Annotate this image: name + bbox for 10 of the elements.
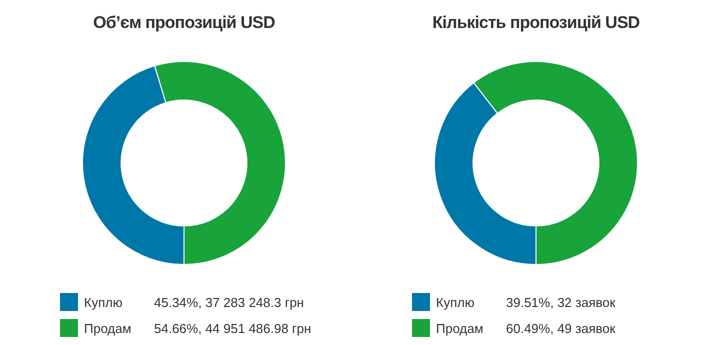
data-label: 45.34%, 37 283 248.3 грн <box>154 294 304 310</box>
legend-label: Продам <box>84 320 132 336</box>
chart-title: Об’єм пропозицій USD <box>92 12 276 34</box>
chart-title: Кількість пропозицій USD <box>431 12 641 34</box>
data-label: 54.66%, 44 951 486.98 грн <box>154 320 312 336</box>
data-label: 60.49%, 49 заявок <box>506 320 616 336</box>
legend-label: Куплю <box>84 294 124 310</box>
data-label: 39.51%, 32 заявок <box>506 294 616 310</box>
legend-label: Куплю <box>436 294 476 310</box>
legend-label: Продам <box>436 320 484 336</box>
